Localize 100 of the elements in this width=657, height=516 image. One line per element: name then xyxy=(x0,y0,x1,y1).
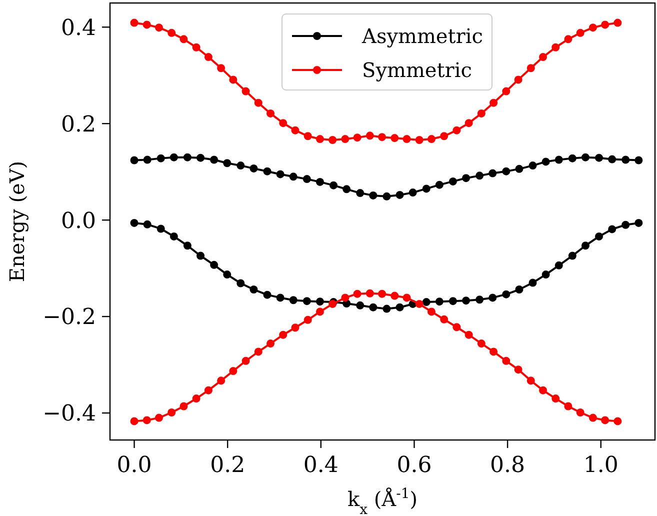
point xyxy=(588,24,597,32)
point xyxy=(154,24,163,32)
point xyxy=(229,76,238,84)
x-tick-label: 0.0 xyxy=(116,453,152,478)
point xyxy=(622,156,630,164)
point xyxy=(477,340,486,348)
point xyxy=(217,64,226,72)
point xyxy=(542,158,550,166)
point xyxy=(427,308,436,316)
point xyxy=(289,296,298,304)
point xyxy=(554,261,563,270)
point xyxy=(204,386,212,394)
point xyxy=(528,278,537,287)
x-tick-label: 0.4 xyxy=(303,453,338,478)
y-tick-label: 0.0 xyxy=(61,208,96,234)
point xyxy=(143,156,152,164)
point xyxy=(130,417,138,426)
point xyxy=(515,164,524,173)
point xyxy=(356,189,364,198)
point xyxy=(204,53,212,62)
point xyxy=(196,252,205,260)
point xyxy=(427,135,436,144)
point xyxy=(634,218,643,227)
point xyxy=(402,135,411,144)
point xyxy=(183,242,192,250)
point xyxy=(266,340,275,348)
point xyxy=(422,298,430,306)
point xyxy=(601,20,610,29)
point xyxy=(539,386,548,394)
point xyxy=(514,76,522,84)
point xyxy=(192,394,200,403)
point xyxy=(263,290,272,299)
point xyxy=(415,300,424,308)
point xyxy=(242,356,250,365)
point xyxy=(217,376,226,385)
point xyxy=(356,301,364,310)
point xyxy=(254,98,262,107)
point xyxy=(289,172,298,181)
point xyxy=(422,184,430,193)
point xyxy=(526,64,535,72)
point xyxy=(223,159,232,168)
legend-label: Symmetric xyxy=(362,58,472,82)
point xyxy=(552,394,560,403)
point xyxy=(316,308,324,316)
point xyxy=(170,232,178,240)
point xyxy=(476,172,484,180)
point xyxy=(382,192,391,200)
point xyxy=(341,135,350,144)
point xyxy=(170,153,178,162)
point xyxy=(568,154,576,162)
point xyxy=(435,180,444,189)
point xyxy=(581,153,590,162)
point xyxy=(502,356,510,365)
point xyxy=(490,98,498,107)
point xyxy=(142,416,151,424)
point xyxy=(440,132,448,140)
point xyxy=(588,414,597,422)
x-tick-label: 0.2 xyxy=(210,453,246,478)
point xyxy=(452,323,461,332)
point xyxy=(378,290,386,298)
point xyxy=(154,414,163,422)
point xyxy=(236,162,245,170)
point xyxy=(254,348,262,356)
point xyxy=(464,330,473,339)
point xyxy=(142,20,151,29)
point xyxy=(608,155,616,164)
point xyxy=(554,156,563,164)
point xyxy=(266,109,275,118)
point xyxy=(369,303,378,312)
point xyxy=(614,18,622,27)
point xyxy=(601,416,610,424)
point xyxy=(242,87,250,96)
point xyxy=(440,315,448,324)
point xyxy=(183,153,192,162)
y-axis-title: Energy (eV) xyxy=(5,160,29,282)
point xyxy=(502,87,510,96)
point xyxy=(316,178,324,186)
point xyxy=(316,298,324,306)
y-tick-label: −0.2 xyxy=(42,305,96,330)
point xyxy=(488,169,497,178)
point xyxy=(515,286,524,294)
point xyxy=(402,294,411,302)
point xyxy=(542,270,550,279)
point xyxy=(390,292,399,300)
point xyxy=(143,220,152,228)
point xyxy=(328,136,337,144)
point xyxy=(192,43,200,52)
point xyxy=(330,181,338,190)
point xyxy=(581,242,590,250)
point xyxy=(180,35,188,44)
point xyxy=(435,298,444,306)
point xyxy=(168,408,176,417)
point xyxy=(304,316,312,324)
legend-label: Asymmetric xyxy=(361,24,483,48)
point xyxy=(477,109,486,118)
point xyxy=(302,175,311,184)
point xyxy=(223,270,232,279)
point xyxy=(210,260,218,269)
point xyxy=(353,290,362,298)
point xyxy=(196,154,205,162)
